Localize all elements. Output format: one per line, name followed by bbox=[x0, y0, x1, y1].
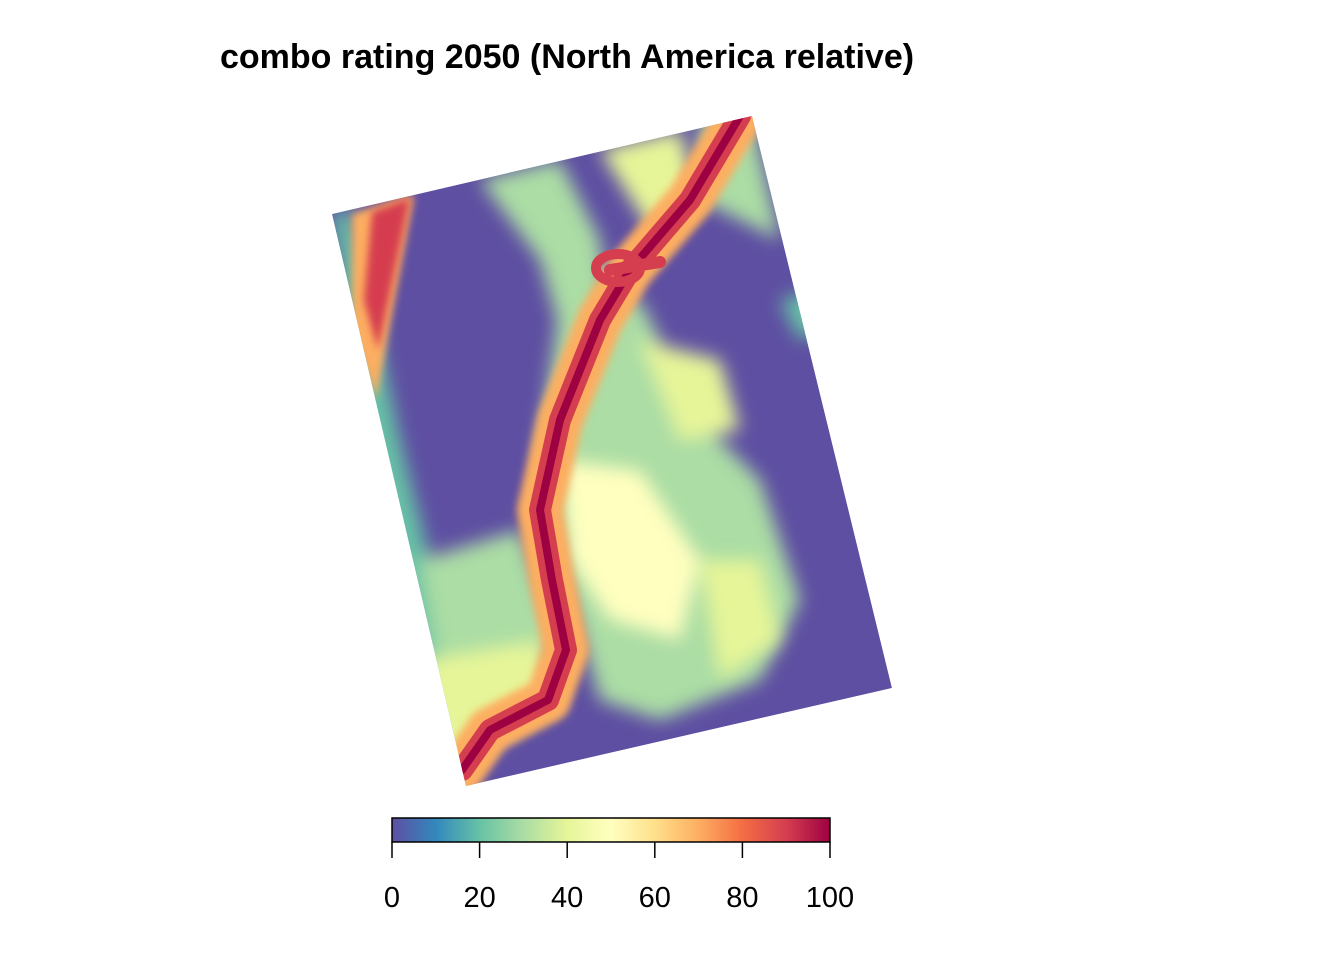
legend-tick-label: 60 bbox=[638, 882, 671, 914]
legend-tick-label: 100 bbox=[805, 882, 855, 914]
legend-ramp bbox=[392, 818, 830, 842]
legend-tick-label: 20 bbox=[463, 882, 496, 914]
legend-tick-label: 40 bbox=[551, 882, 584, 914]
legend-colorbar bbox=[391, 817, 831, 858]
legend-frame bbox=[391, 817, 831, 843]
legend-tick-label: 0 bbox=[383, 882, 401, 914]
raster-map bbox=[332, 116, 892, 786]
legend-tick-label: 80 bbox=[726, 882, 759, 914]
raster-high-zones bbox=[420, 130, 780, 760]
raster-west-band bbox=[352, 196, 414, 400]
raster-river-channel bbox=[439, 116, 763, 786]
map-title: combo rating 2050 (North America relativ… bbox=[220, 38, 915, 76]
legend-ticks bbox=[391, 842, 831, 858]
